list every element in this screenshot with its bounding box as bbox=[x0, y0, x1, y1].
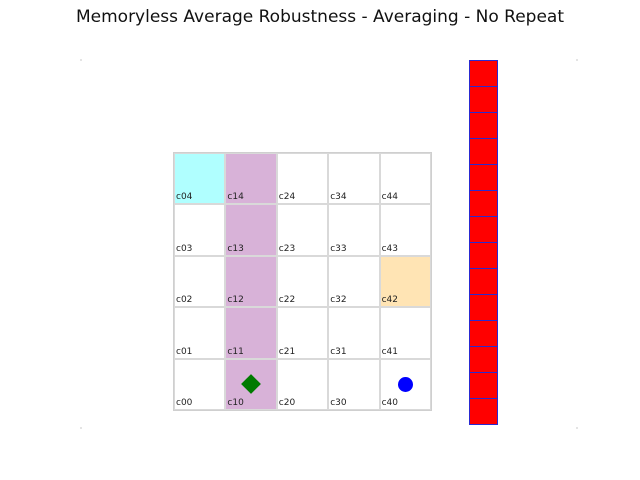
grid-cell-c41: c41 bbox=[379, 307, 431, 359]
bar-segment bbox=[469, 216, 498, 243]
cell-label: c11 bbox=[227, 346, 244, 357]
cell-label: c33 bbox=[330, 243, 347, 254]
grid-cell-c44: c44 bbox=[379, 153, 431, 205]
grid-cell-c03: c03 bbox=[174, 204, 226, 256]
cell-label: c34 bbox=[330, 192, 347, 203]
grid-cell-c42: c42 bbox=[379, 255, 431, 308]
cell-label: c31 bbox=[330, 346, 347, 357]
gridworld-board: c04 c14 c24 c34 c44 c03 c13 c23 c33 c43 c02 c12 c22 c… bbox=[173, 152, 432, 411]
cell-label: c01 bbox=[176, 346, 193, 357]
bar-segment bbox=[469, 320, 498, 347]
grid-cell-c32: c32 bbox=[328, 255, 380, 308]
grid-cell-c00: c00 bbox=[174, 358, 226, 410]
cell-label: c02 bbox=[176, 295, 193, 306]
cell-label: c44 bbox=[381, 192, 398, 203]
grid-cell-c21: c21 bbox=[276, 307, 329, 359]
cell-label: c21 bbox=[278, 346, 296, 357]
grid-cell-c31: c31 bbox=[328, 307, 380, 359]
grid-cell-c01: c01 bbox=[174, 307, 226, 359]
frame-corner bbox=[576, 59, 578, 61]
grid-cell-c24: c24 bbox=[276, 153, 329, 205]
grid-cell-c12: c12 bbox=[225, 255, 277, 308]
grid-cell-c13: c13 bbox=[225, 204, 277, 256]
cell-label: c00 bbox=[176, 397, 193, 408]
bar-segment bbox=[469, 372, 498, 399]
cell-label: c22 bbox=[278, 295, 296, 306]
cell-label: c32 bbox=[330, 295, 347, 306]
grid-cell-c30: c30 bbox=[328, 358, 380, 410]
cell-label: c13 bbox=[227, 243, 244, 254]
grid-cell-c20: c20 bbox=[276, 358, 329, 410]
bar-segment bbox=[469, 164, 498, 191]
bar-segment bbox=[469, 398, 498, 425]
grid-cell-c11: c11 bbox=[225, 307, 277, 359]
cell-label: c23 bbox=[278, 243, 296, 254]
cell-label: c30 bbox=[330, 397, 347, 408]
grid-cell-c10: c10 bbox=[225, 358, 277, 410]
grid-cell-c02: c02 bbox=[174, 255, 226, 308]
cell-label: c10 bbox=[227, 397, 244, 408]
grid-cell-c14: c14 bbox=[225, 153, 277, 205]
bar-segment bbox=[469, 190, 498, 217]
robustness-bar bbox=[469, 60, 498, 425]
cell-label: c14 bbox=[227, 192, 244, 203]
cell-label: c40 bbox=[381, 397, 398, 408]
frame-corner bbox=[576, 427, 578, 429]
cell-label: c42 bbox=[381, 295, 398, 306]
grid-cell-c04: c04 bbox=[174, 153, 226, 205]
cell-label: c41 bbox=[381, 346, 398, 357]
grid-cell-c33: c33 bbox=[328, 204, 380, 256]
chart-title: Memoryless Average Robustness - Averagin… bbox=[75, 7, 565, 27]
agent-dot-icon bbox=[397, 376, 413, 392]
bar-segment bbox=[469, 294, 498, 321]
cell-label: c43 bbox=[381, 243, 398, 254]
cell-label: c03 bbox=[176, 243, 193, 254]
bar-segment bbox=[469, 86, 498, 113]
bar-segment bbox=[469, 112, 498, 139]
cell-label: c04 bbox=[176, 192, 193, 203]
frame-corner bbox=[80, 59, 82, 61]
cell-label: c12 bbox=[227, 295, 244, 306]
frame-corner bbox=[80, 427, 82, 429]
bar-segment bbox=[469, 60, 498, 87]
cell-label: c20 bbox=[278, 397, 296, 408]
grid-cell-c22: c22 bbox=[276, 255, 329, 308]
cell-label: c24 bbox=[278, 192, 296, 203]
grid-cell-c23: c23 bbox=[276, 204, 329, 256]
grid-cell-c34: c34 bbox=[328, 153, 380, 205]
bar-segment bbox=[469, 346, 498, 373]
grid-cell-c43: c43 bbox=[379, 204, 431, 256]
bar-segment bbox=[469, 138, 498, 165]
bar-segment bbox=[469, 268, 498, 295]
bar-segment bbox=[469, 242, 498, 269]
